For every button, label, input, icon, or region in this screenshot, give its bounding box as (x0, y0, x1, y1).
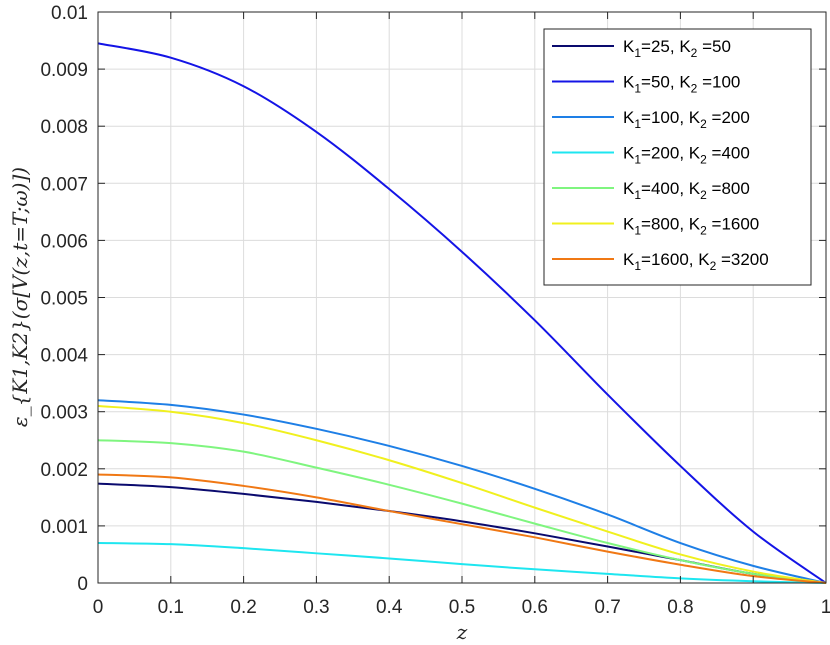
legend-box (543, 28, 812, 286)
legend-label-2: K1=50, K2 =100 (623, 73, 740, 96)
y-tick-label: 0.007 (40, 174, 88, 195)
y-tick-label: 0.004 (40, 346, 88, 367)
x-tick-label: 0 (93, 597, 104, 618)
ticks (97, 11, 827, 584)
x-tick-label: 0.8 (667, 597, 693, 618)
legend-label-5: K1=400, K2 =800 (623, 179, 750, 202)
x-tick-label: 0.6 (522, 597, 548, 618)
series-line-6 (97, 404, 827, 584)
y-tick-label: 0.002 (40, 460, 88, 481)
legend-label-1: K1=25, K2 =50 (623, 37, 731, 60)
y-tick-label: 0.005 (40, 289, 88, 310)
x-tick-label: 0.4 (376, 597, 403, 618)
legend-label-4: K1=200, K2 =400 (623, 144, 750, 167)
x-tick-label: 0.7 (594, 597, 620, 618)
x-tick-label: 1 (821, 597, 830, 618)
y-tick-label: 0.006 (40, 231, 88, 252)
x-tick-label: 0.9 (740, 597, 766, 618)
y-tick-label: 0.009 (40, 60, 88, 81)
series-line-4 (97, 542, 827, 584)
y-tick-label: 0.001 (40, 517, 88, 538)
y-tick-label: 0.01 (51, 3, 88, 24)
x-axis-label: z (456, 620, 468, 644)
series-line-2 (97, 42, 827, 584)
x-tick-label: 0.1 (158, 597, 184, 618)
legend-label-3: K1=100, K2 =200 (623, 108, 750, 131)
x-tick-label: 0.3 (303, 597, 329, 618)
series-lines (97, 42, 827, 584)
tick-labels: 0 0.1 0.2 0.3 0.4 0.5 0.6 0.7 0.8 0.9 1 0 0.001 0.002… (40, 3, 830, 618)
y-tick-label: 0 (77, 574, 88, 595)
series-line-7 (97, 473, 827, 584)
y-axis-label: ε_{K1,K2}(σ[V(z,t=T;ω)]) (8, 167, 32, 427)
y-tick-label: 0.003 (40, 403, 88, 424)
x-tick-label: 0.2 (230, 597, 256, 618)
series-line-3 (97, 399, 827, 584)
legend: K1=25, K2 =50 K1=50, K2 =100 K1=100, K2 =2… (543, 28, 812, 286)
legend-label-6: K1=800, K2 =1600 (623, 215, 759, 238)
y-tick-label: 0.008 (40, 117, 88, 138)
series-line-5 (97, 439, 827, 584)
legend-label-7: K1=1600, K2 =3200 (623, 250, 769, 273)
x-tick-label: 0.5 (449, 597, 475, 618)
